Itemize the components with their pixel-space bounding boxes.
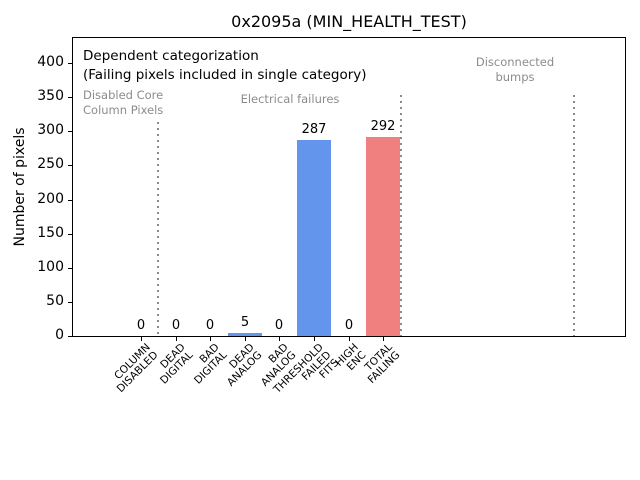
x-tick-mark	[245, 337, 246, 341]
y-tick-mark	[68, 267, 72, 269]
region-label-disabled-core-line1: Disabled Core	[83, 88, 164, 102]
bar	[297, 140, 331, 336]
y-tick-label: 100	[37, 258, 64, 275]
region-label-disconnected-bumps: Disconnected bumps	[435, 55, 595, 85]
x-tick-mark	[314, 337, 315, 341]
bar-value-label: 0	[171, 318, 181, 333]
x-tick-mark	[210, 337, 211, 341]
plot-area	[72, 37, 626, 337]
region-label-disconnected-bumps-line2: bumps	[495, 70, 535, 84]
y-tick-mark	[68, 63, 72, 64]
region-label-electrical-failures: Electrical failures	[240, 92, 340, 106]
region-label-disconnected-bumps-line1: Disconnected	[475, 55, 555, 69]
bar-value-label: 0	[274, 318, 284, 333]
bar	[228, 333, 262, 336]
region-label-disabled-core-line2: Column Pixels	[83, 103, 164, 117]
y-tick-label: 150	[37, 224, 64, 241]
bar-value-label: 292	[370, 119, 396, 134]
y-tick-mark	[68, 301, 72, 303]
annotation-categorization-line1: Dependent categorization	[83, 48, 259, 64]
y-tick-label: 0	[55, 327, 64, 343]
y-tick-mark	[68, 336, 72, 337]
bar-value-label: 0	[344, 318, 354, 333]
y-tick-label: 300	[37, 122, 64, 139]
y-tick-mark	[68, 97, 72, 99]
y-axis-label: Number of pixels	[12, 127, 28, 247]
y-tick-label: 350	[37, 88, 64, 105]
chart-title: 0x2095a (MIN_HEALTH_TEST)	[231, 12, 467, 31]
bar	[366, 137, 400, 336]
y-tick-label: 200	[37, 190, 64, 207]
separator-line	[399, 95, 402, 336]
y-tick-label: 50	[46, 292, 64, 309]
bar-value-label: 5	[240, 315, 250, 330]
x-tick-mark	[279, 337, 280, 341]
y-tick-mark	[68, 233, 72, 235]
separator-line	[572, 95, 575, 336]
y-tick-label: 250	[37, 156, 64, 173]
y-tick-mark	[68, 165, 72, 167]
separator-line	[157, 122, 160, 336]
x-tick-mark	[383, 337, 384, 341]
annotation-categorization-line2: (Failing pixels included in single categ…	[83, 67, 367, 83]
x-tick-mark	[176, 337, 177, 341]
y-tick-label: 400	[37, 54, 64, 70]
y-tick-mark	[68, 131, 72, 133]
y-tick-mark	[68, 199, 72, 201]
bar-value-label: 0	[205, 318, 215, 333]
x-tick-mark	[141, 337, 142, 341]
x-tick-mark	[349, 337, 350, 341]
bar-value-label: 287	[301, 122, 327, 137]
bar-value-label: 0	[136, 318, 146, 333]
region-label-disabled-core: Disabled Core Column Pixels	[83, 88, 163, 118]
